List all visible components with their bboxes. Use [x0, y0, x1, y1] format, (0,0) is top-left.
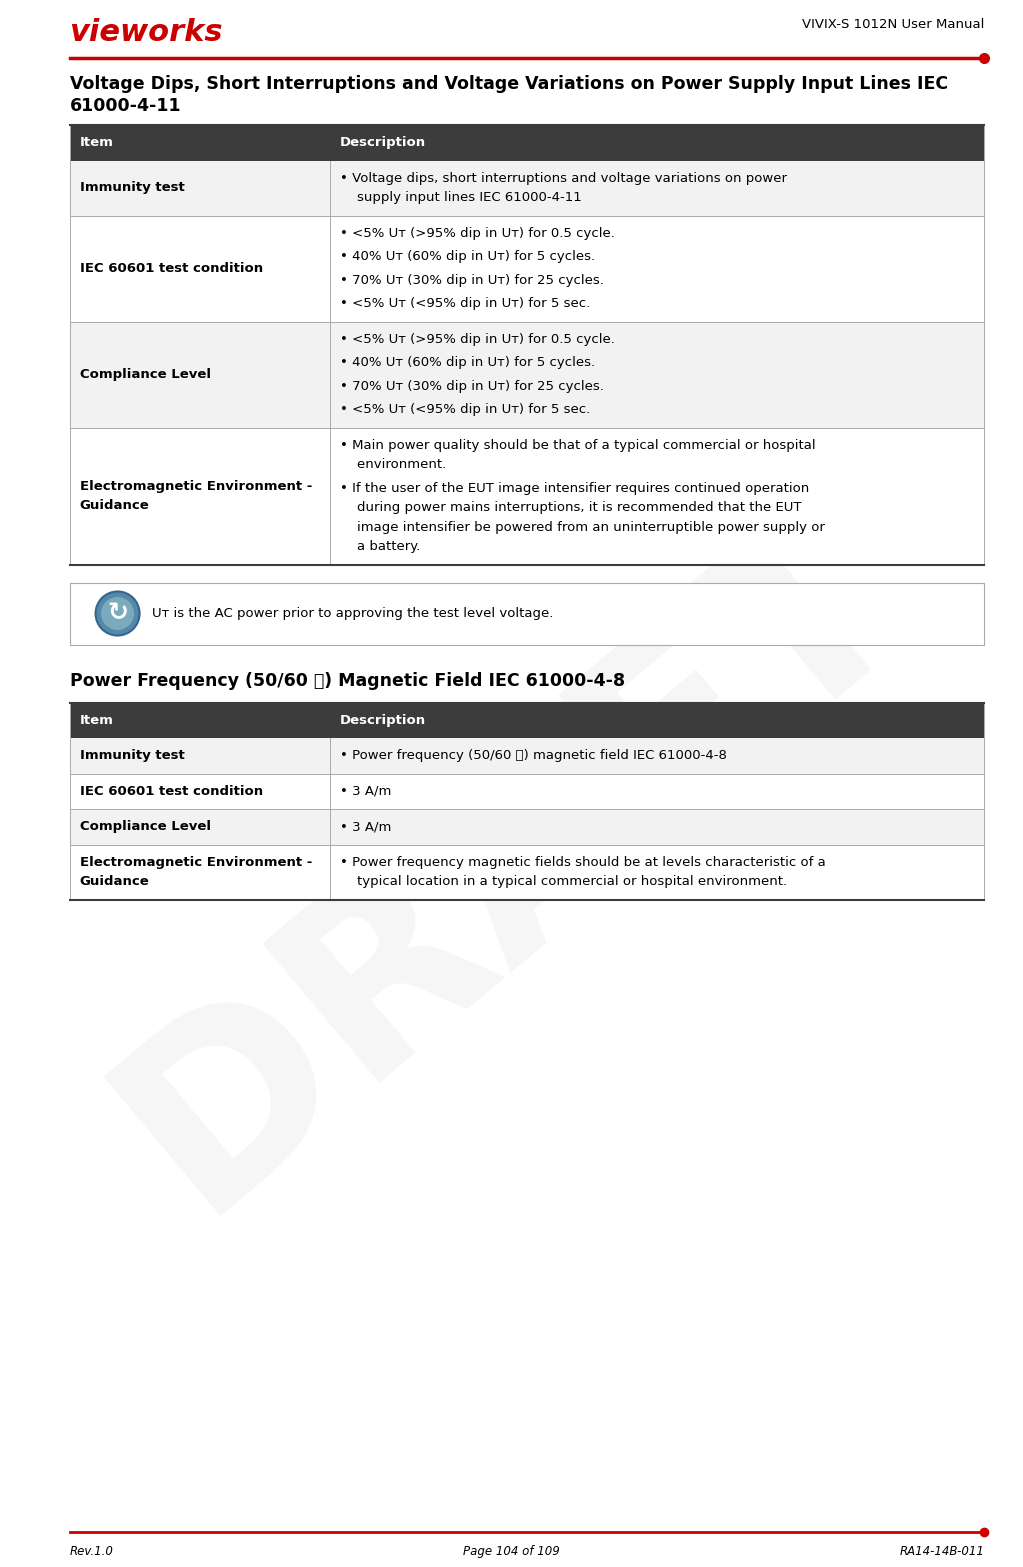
- Text: Item: Item: [80, 136, 114, 149]
- Text: IEC 60601 test condition: IEC 60601 test condition: [80, 262, 263, 274]
- Text: • 3 A/m: • 3 A/m: [341, 820, 392, 834]
- Text: Page 104 of 109: Page 104 of 109: [463, 1545, 560, 1558]
- Text: • Main power quality should be that of a typical commercial or hospital: • Main power quality should be that of a…: [341, 439, 815, 451]
- Text: environment.: environment.: [341, 458, 446, 472]
- Text: Uᴛ is the AC power prior to approving the test level voltage.: Uᴛ is the AC power prior to approving th…: [151, 606, 553, 621]
- Text: typical location in a typical commercial or hospital environment.: typical location in a typical commercial…: [341, 876, 788, 888]
- Text: Electromagnetic Environment -: Electromagnetic Environment -: [80, 480, 312, 492]
- Text: Rev.1.0: Rev.1.0: [70, 1545, 114, 1558]
- Text: DRAFT: DRAFT: [76, 469, 947, 1255]
- Text: during power mains interruptions, it is recommended that the EUT: during power mains interruptions, it is …: [341, 501, 802, 514]
- Text: ↻: ↻: [107, 602, 128, 625]
- Text: Power Frequency (50/60 ㎞) Magnetic Field IEC 61000-4-8: Power Frequency (50/60 ㎞) Magnetic Field…: [70, 672, 625, 691]
- Text: Description: Description: [341, 713, 427, 727]
- Bar: [70, 583, 984, 644]
- Text: VIVIX-S 1012N User Manual: VIVIX-S 1012N User Manual: [802, 17, 984, 31]
- Text: RA14-14B-011: RA14-14B-011: [899, 1545, 984, 1558]
- Bar: [70, 125, 984, 160]
- Text: Compliance Level: Compliance Level: [80, 820, 211, 834]
- Bar: [70, 774, 984, 809]
- Text: • 70% Uᴛ (30% dip in Uᴛ) for 25 cycles.: • 70% Uᴛ (30% dip in Uᴛ) for 25 cycles.: [341, 379, 605, 393]
- Text: • Power frequency (50/60 ㎞) magnetic field IEC 61000-4-8: • Power frequency (50/60 ㎞) magnetic fie…: [341, 749, 727, 762]
- Circle shape: [95, 591, 139, 636]
- Text: • 40% Uᴛ (60% dip in Uᴛ) for 5 cycles.: • 40% Uᴛ (60% dip in Uᴛ) for 5 cycles.: [341, 251, 595, 263]
- Text: • If the user of the EUT image intensifier requires continued operation: • If the user of the EUT image intensifi…: [341, 481, 809, 495]
- Text: • Voltage dips, short interruptions and voltage variations on power: • Voltage dips, short interruptions and …: [341, 172, 788, 185]
- Text: image intensifier be powered from an uninterruptible power supply or: image intensifier be powered from an uni…: [341, 520, 826, 534]
- Text: Guidance: Guidance: [80, 876, 149, 888]
- Text: • <5% Uᴛ (<95% dip in Uᴛ) for 5 sec.: • <5% Uᴛ (<95% dip in Uᴛ) for 5 sec.: [341, 298, 590, 310]
- Text: Electromagnetic Environment -: Electromagnetic Environment -: [80, 856, 312, 868]
- Text: Voltage Dips, Short Interruptions and Voltage Variations on Power Supply Input L: Voltage Dips, Short Interruptions and Vo…: [70, 75, 947, 92]
- Text: Description: Description: [341, 136, 427, 149]
- Bar: [70, 216, 984, 321]
- Bar: [70, 428, 984, 564]
- Text: Guidance: Guidance: [80, 500, 149, 512]
- Bar: [70, 809, 984, 845]
- Text: IEC 60601 test condition: IEC 60601 test condition: [80, 785, 263, 798]
- Bar: [70, 321, 984, 428]
- Text: • <5% Uᴛ (>95% dip in Uᴛ) for 0.5 cycle.: • <5% Uᴛ (>95% dip in Uᴛ) for 0.5 cycle.: [341, 227, 615, 240]
- Bar: [70, 160, 984, 216]
- Bar: [70, 845, 984, 899]
- Circle shape: [101, 597, 134, 630]
- Text: Immunity test: Immunity test: [80, 182, 184, 194]
- Text: • 70% Uᴛ (30% dip in Uᴛ) for 25 cycles.: • 70% Uᴛ (30% dip in Uᴛ) for 25 cycles.: [341, 274, 605, 287]
- Text: supply input lines IEC 61000-4-11: supply input lines IEC 61000-4-11: [341, 191, 582, 204]
- Bar: [70, 702, 984, 738]
- Text: • 40% Uᴛ (60% dip in Uᴛ) for 5 cycles.: • 40% Uᴛ (60% dip in Uᴛ) for 5 cycles.: [341, 356, 595, 370]
- Text: • <5% Uᴛ (<95% dip in Uᴛ) for 5 sec.: • <5% Uᴛ (<95% dip in Uᴛ) for 5 sec.: [341, 403, 590, 417]
- Text: • <5% Uᴛ (>95% dip in Uᴛ) for 0.5 cycle.: • <5% Uᴛ (>95% dip in Uᴛ) for 0.5 cycle.: [341, 332, 615, 346]
- Text: vieworks: vieworks: [70, 17, 223, 47]
- Bar: [70, 738, 984, 774]
- Text: Compliance Level: Compliance Level: [80, 368, 211, 381]
- Text: • 3 A/m: • 3 A/m: [341, 785, 392, 798]
- Text: Item: Item: [80, 713, 114, 727]
- Text: • Power frequency magnetic fields should be at levels characteristic of a: • Power frequency magnetic fields should…: [341, 856, 826, 868]
- Text: Immunity test: Immunity test: [80, 749, 184, 762]
- Text: 61000-4-11: 61000-4-11: [70, 97, 181, 114]
- Text: a battery.: a battery.: [341, 541, 420, 553]
